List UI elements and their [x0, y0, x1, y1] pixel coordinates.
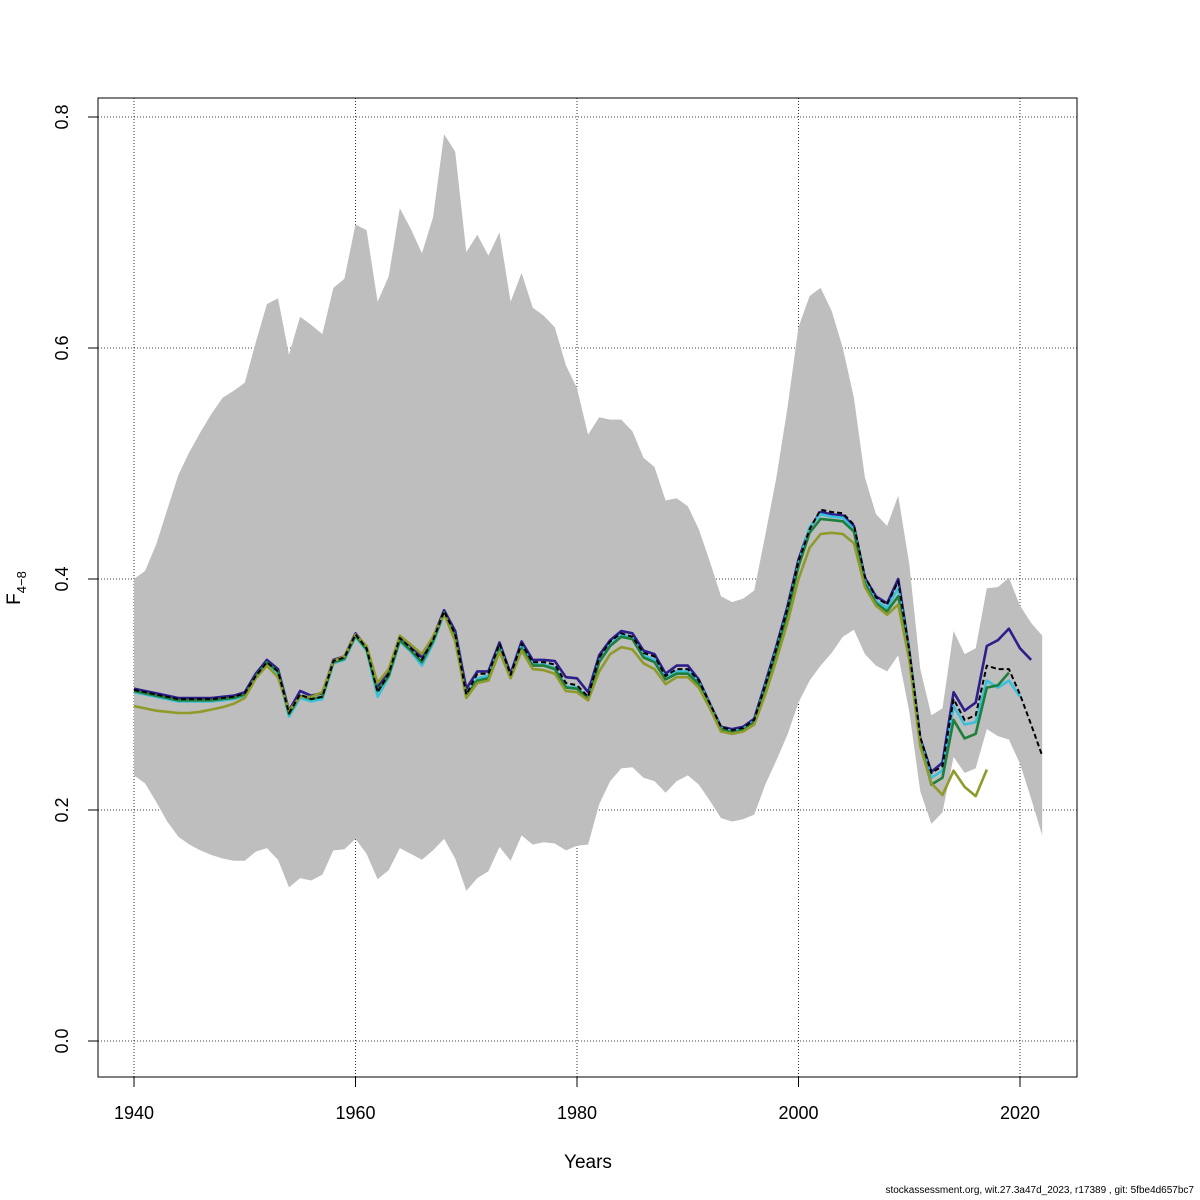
- footer-credit: stockassessment.org, wit.27.3a47d_2023, …: [885, 1185, 1194, 1196]
- x-tick-label: 1980: [557, 1103, 597, 1123]
- y-tick-label: 0.2: [52, 797, 72, 822]
- series-lines: [133, 508, 1044, 798]
- x-tick-label: 1960: [335, 1103, 375, 1123]
- y-axis-title-subscript: 4−8: [14, 571, 29, 593]
- x-tick-label: 2000: [778, 1103, 818, 1123]
- x-axis-title: Years: [564, 1152, 612, 1173]
- axes: 1940 1960 1980 2000 2020 0.0 0.2 0.4 0.6 0.8: [52, 104, 1040, 1123]
- y-tick-label: 0.4: [52, 566, 72, 591]
- confidence-band-layer: [134, 134, 1043, 891]
- y-tick-label: 0.8: [52, 104, 72, 129]
- x-tick-label: 2020: [1000, 1103, 1040, 1123]
- confidence-band: [134, 134, 1043, 891]
- x-tick-label: 1940: [114, 1103, 154, 1123]
- y-tick-label: 0.0: [52, 1028, 72, 1053]
- plot-frame: [97, 97, 1078, 1078]
- series-line-1: [133, 508, 1044, 774]
- series-line-5: [133, 531, 988, 798]
- y-axis-title-main: F: [4, 593, 25, 605]
- y-axis-title: F4−8: [4, 571, 29, 605]
- y-tick-label: 0.6: [52, 335, 72, 360]
